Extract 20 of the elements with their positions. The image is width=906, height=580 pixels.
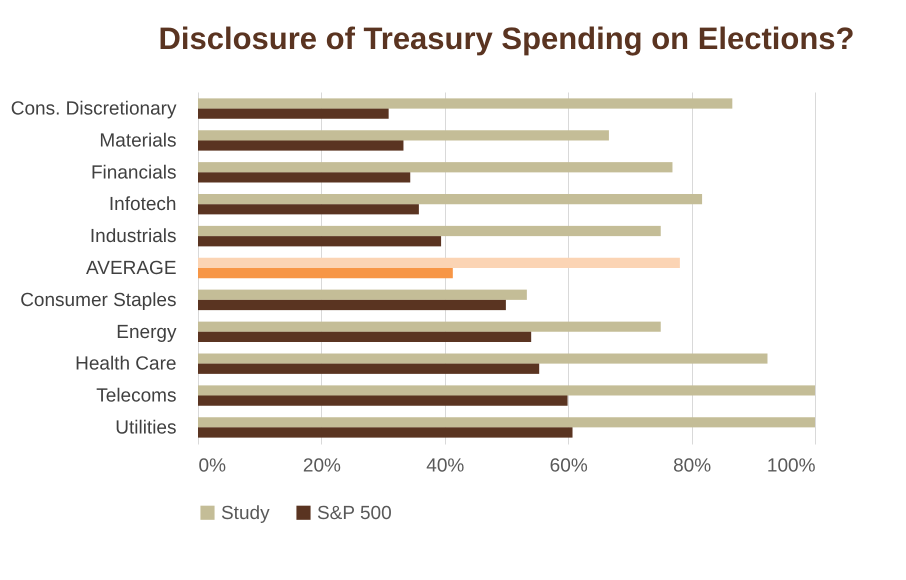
y-tick-label: Materials [99,130,176,152]
y-tick-label: Utilities [115,417,176,438]
x-tick-label: 40% [426,456,464,476]
y-tick-label: Cons. Discretionary [10,98,177,120]
y-tick-label: Consumer Staples [20,290,176,311]
x-tick-label: 100% [766,456,816,476]
y-tick-label: Financials [90,162,176,184]
y-tick-label: Telecoms [96,386,176,407]
x-tick-label: 0% [198,456,226,476]
x-tick-label: 80% [673,456,712,476]
y-tick-label: Energy [116,322,177,343]
x-tick-label: 60% [550,456,588,476]
x-tick-label: 20% [302,456,342,476]
y-tick-label: Infotech [108,194,176,216]
y-tick-label: Health Care [75,354,176,375]
y-tick-label: Industrials [90,226,176,248]
legend-label: S&P 500 [317,502,392,524]
chart-title: Disclosure of Treasury Spending on Elections? [158,21,854,56]
legend-label: Study [221,502,270,524]
y-tick-label: AVERAGE [86,258,176,279]
